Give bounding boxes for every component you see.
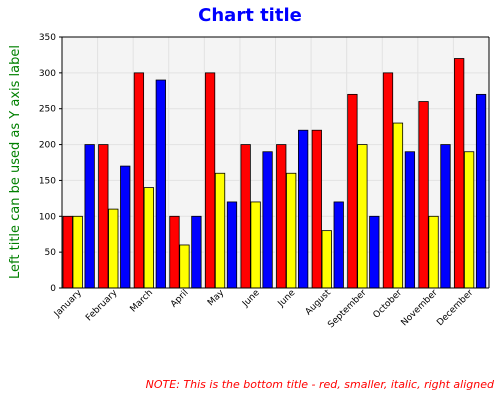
bar-1-series-1: [108, 208, 119, 289]
bar-3-series-1: [179, 244, 190, 289]
x-tick-label-2: March: [129, 288, 155, 314]
bar-7-series-0: [311, 129, 322, 289]
bottom-title: NOTE: This is the bottom title - red, sm…: [146, 378, 495, 391]
x-tick-label-10: November: [400, 288, 440, 328]
chart-title: Chart title: [198, 5, 302, 26]
bar-8-series-1: [357, 144, 368, 289]
x-tick-label-4: May: [206, 288, 227, 309]
x-tick-label-3: April: [169, 288, 191, 310]
bar-6-series-2: [298, 129, 309, 289]
bar-9-series-2: [404, 151, 416, 289]
y-tick-label-0: 0: [50, 284, 56, 294]
bar-2-series-1: [143, 187, 154, 289]
bar-3-series-0: [169, 215, 180, 289]
bar-4-series-1: [214, 172, 226, 289]
bar-11-series-2: [475, 93, 487, 289]
bar-10-series-1: [428, 215, 439, 289]
x-tick-label-9: October: [372, 288, 405, 321]
bar-3-series-2: [191, 215, 202, 289]
bar-7-series-2: [333, 201, 344, 289]
y-tick-label-3: 150: [39, 176, 56, 186]
y-axis: 0 50 100 150 200 250 300 350: [39, 33, 63, 294]
bar-5-series-2: [262, 151, 273, 289]
bar-0-series-1: [72, 215, 83, 289]
x-tick-label-5: June: [240, 288, 262, 310]
y-tick-label-5: 250: [39, 105, 56, 115]
y-tick-label-1: 50: [45, 248, 57, 258]
y-axis-title: Left title can be used as Y axis label: [8, 45, 23, 279]
x-tick-label-1: February: [84, 288, 120, 324]
y-tick-label-7: 350: [39, 33, 56, 43]
bar-1-series-2: [120, 165, 131, 289]
bar-8-series-0: [347, 93, 358, 289]
x-tick-label-0: January: [52, 288, 84, 320]
bar-5-series-1: [250, 201, 261, 289]
x-tick-label-11: December: [435, 288, 475, 328]
bar-10-series-0: [418, 101, 429, 289]
bar-2-series-2: [155, 79, 166, 289]
bar-11-series-1: [463, 151, 475, 289]
y-tick-label-4: 200: [39, 141, 56, 151]
bar-5-series-0: [240, 144, 251, 289]
bar-7-series-1: [321, 230, 332, 289]
y-tick-label-2: 100: [39, 212, 56, 222]
bar-11-series-0: [454, 58, 465, 289]
bar-0-series-0: [62, 215, 73, 289]
bar-10-series-2: [440, 144, 451, 289]
bar-0-series-2: [84, 144, 95, 289]
bar-4-series-2: [226, 201, 238, 289]
bar-4-series-0: [204, 72, 216, 289]
bar-9-series-0: [382, 72, 394, 289]
bar-1-series-0: [98, 144, 109, 289]
bar-6-series-1: [286, 172, 297, 289]
x-tick-label-8: September: [326, 288, 368, 330]
x-tick-label-6: June: [276, 288, 298, 310]
bars: [62, 58, 487, 289]
bar-9-series-1: [392, 122, 404, 289]
y-tick-label-6: 300: [39, 69, 56, 79]
bar-2-series-0: [133, 72, 145, 289]
bar-8-series-2: [369, 215, 380, 289]
x-tick-label-7: August: [304, 288, 334, 318]
bar-6-series-0: [276, 144, 287, 289]
